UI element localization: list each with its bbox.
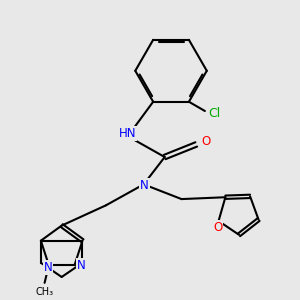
Text: O: O [213,221,222,234]
Text: HN: HN [119,128,136,140]
Text: N: N [44,261,52,274]
Text: O: O [201,134,210,148]
Text: N: N [76,259,85,272]
Text: Cl: Cl [208,106,220,120]
Text: CH₃: CH₃ [35,287,54,297]
Text: N: N [140,179,149,192]
